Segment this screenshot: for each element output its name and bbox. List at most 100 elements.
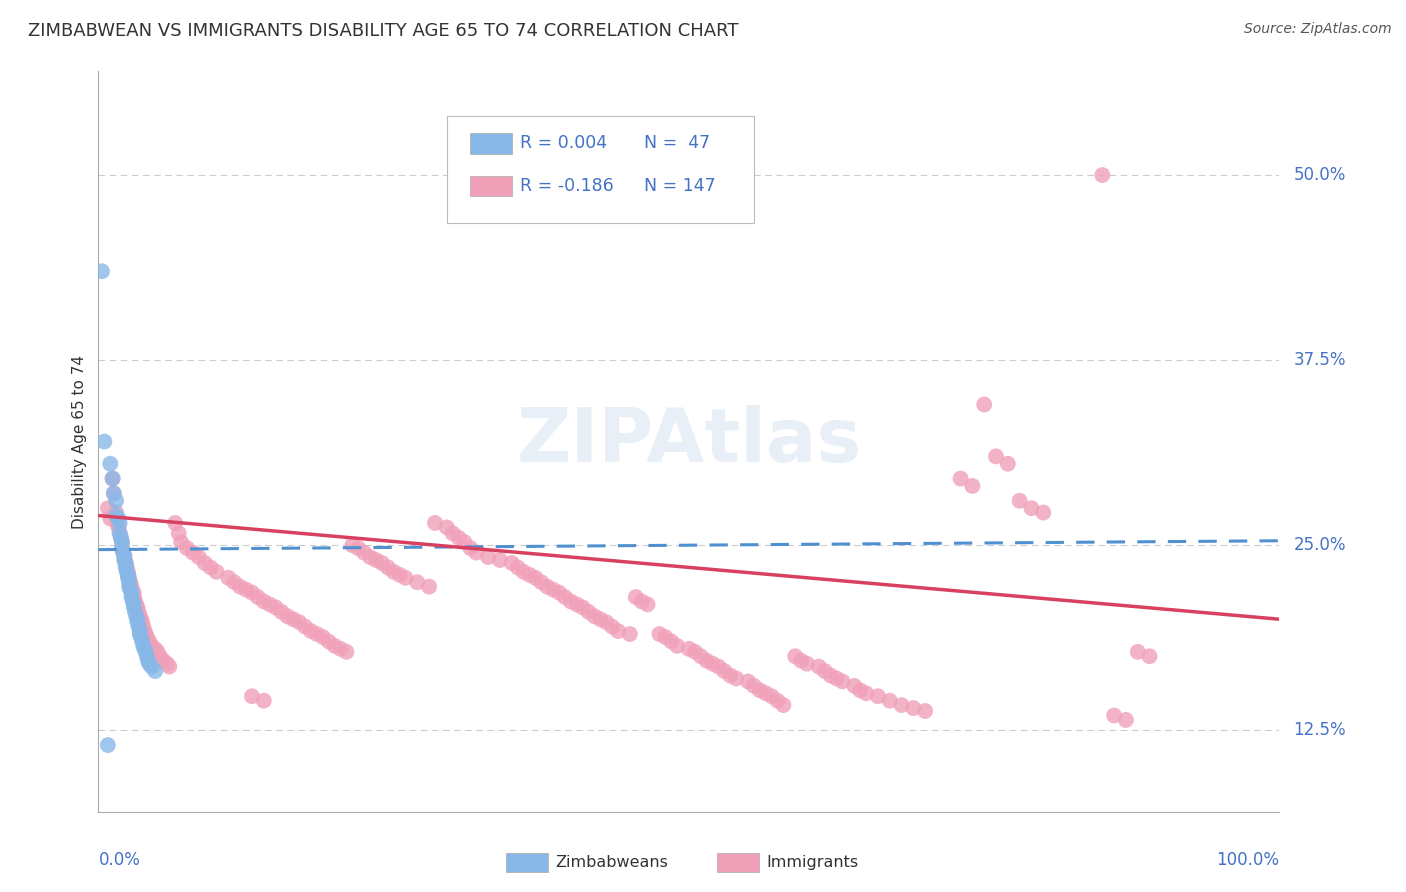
Point — [849, 683, 872, 698]
Y-axis label: Disability Age 65 to 74: Disability Age 65 to 74 — [72, 354, 87, 529]
Point — [120, 582, 142, 597]
Point — [128, 624, 150, 638]
Point — [93, 434, 115, 449]
Point — [125, 609, 148, 624]
Point — [129, 630, 152, 644]
Point — [224, 575, 246, 590]
Point — [135, 630, 157, 644]
Point — [364, 553, 387, 567]
Text: 37.5%: 37.5% — [1294, 351, 1346, 369]
Point — [283, 612, 305, 626]
FancyBboxPatch shape — [471, 176, 512, 196]
Text: 0.0%: 0.0% — [98, 851, 141, 869]
Point — [388, 567, 411, 582]
Point — [149, 649, 172, 664]
Text: Source: ZipAtlas.com: Source: ZipAtlas.com — [1244, 22, 1392, 37]
Point — [630, 594, 652, 608]
Point — [138, 634, 160, 648]
Point — [117, 571, 139, 585]
Point — [143, 664, 166, 678]
Point — [659, 634, 682, 648]
Point — [548, 585, 571, 599]
Point — [294, 619, 316, 633]
Text: 12.5%: 12.5% — [1294, 722, 1346, 739]
Point — [128, 619, 150, 633]
Point — [406, 575, 429, 590]
Point — [170, 535, 193, 549]
Point — [648, 627, 671, 641]
Point — [725, 672, 748, 686]
Point — [143, 641, 166, 656]
Point — [110, 531, 132, 545]
Point — [111, 535, 134, 549]
Point — [141, 639, 163, 653]
Point — [1126, 645, 1149, 659]
Point — [135, 645, 157, 659]
Point — [288, 615, 311, 630]
Point — [91, 264, 114, 278]
Point — [117, 567, 139, 582]
Point — [111, 541, 134, 556]
Point — [98, 457, 121, 471]
Point — [165, 516, 187, 530]
Text: 25.0%: 25.0% — [1294, 536, 1346, 554]
Point — [121, 580, 143, 594]
Point — [128, 605, 150, 619]
Point — [377, 560, 399, 574]
Point — [114, 556, 136, 570]
Point — [382, 565, 405, 579]
Point — [229, 580, 252, 594]
Point — [127, 600, 149, 615]
Point — [110, 531, 132, 545]
Point — [436, 520, 458, 534]
Point — [97, 738, 120, 752]
Point — [152, 654, 174, 668]
Point — [394, 571, 416, 585]
Point — [141, 659, 163, 673]
Point — [270, 605, 292, 619]
Point — [1008, 493, 1031, 508]
Point — [1115, 713, 1137, 727]
Point — [111, 535, 134, 549]
Point — [619, 627, 641, 641]
Point — [135, 627, 157, 641]
Point — [335, 645, 357, 659]
Point — [536, 580, 558, 594]
Point — [118, 575, 141, 590]
Point — [761, 690, 783, 704]
Point — [477, 549, 499, 564]
Point — [696, 654, 718, 668]
Point — [122, 600, 145, 615]
Point — [713, 664, 735, 678]
Point — [98, 511, 121, 525]
Point — [259, 598, 281, 612]
Point — [187, 549, 209, 564]
Point — [118, 580, 141, 594]
Point — [105, 493, 128, 508]
Point — [949, 472, 972, 486]
Point — [121, 585, 143, 599]
Point — [342, 538, 364, 552]
Point — [460, 541, 482, 556]
Point — [825, 672, 848, 686]
Point — [512, 565, 534, 579]
Point — [855, 686, 877, 700]
Point — [707, 659, 730, 673]
Point — [114, 556, 136, 570]
Point — [718, 668, 741, 682]
Point — [107, 520, 129, 534]
Point — [879, 694, 901, 708]
Point — [103, 486, 125, 500]
Point — [115, 565, 138, 579]
Point — [103, 486, 125, 500]
Point — [97, 501, 120, 516]
Point — [135, 649, 157, 664]
Point — [973, 398, 995, 412]
Point — [678, 641, 700, 656]
Point — [554, 590, 576, 604]
Text: R = 0.004: R = 0.004 — [520, 134, 607, 153]
Point — [121, 582, 143, 597]
Point — [1139, 649, 1161, 664]
FancyBboxPatch shape — [471, 133, 512, 153]
Point — [122, 590, 145, 604]
